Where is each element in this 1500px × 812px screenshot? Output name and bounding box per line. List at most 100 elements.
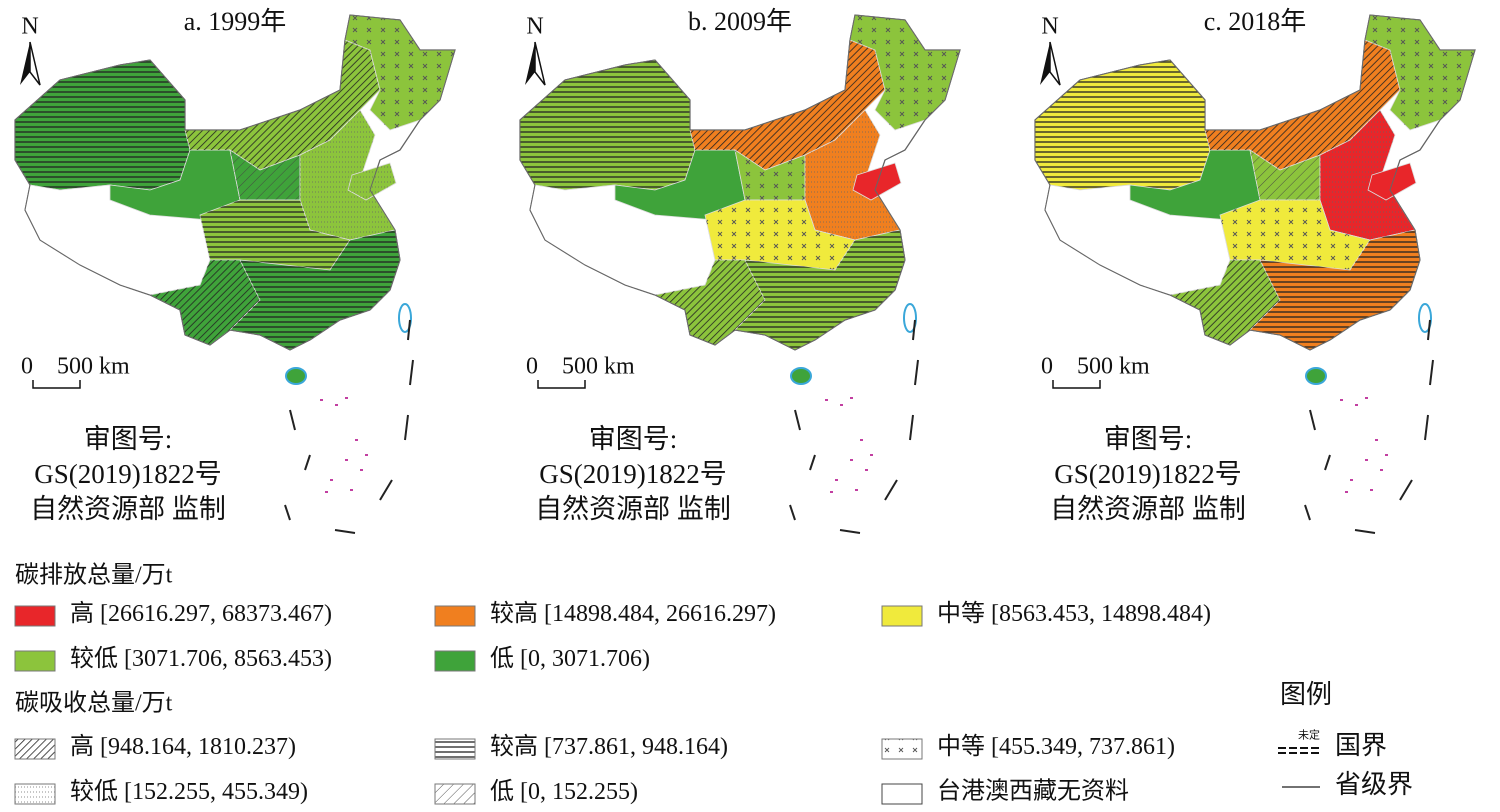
legend-range: [8563.453, 14898.484) [991, 601, 1211, 627]
province-hatch [230, 230, 400, 350]
province-hatch [735, 150, 805, 200]
south-sea-islands [825, 397, 873, 493]
approval-text: 审图号: [1104, 424, 1193, 454]
province-hatch [1320, 110, 1415, 240]
scale-zero: 0 [526, 354, 538, 380]
island-taiwan [1418, 303, 1432, 333]
legend-label: 低 [0, 3071.706) [490, 645, 650, 672]
country-border [519, 14, 961, 351]
legend-class: 较低 [70, 645, 118, 672]
province-hatch [805, 110, 900, 240]
legend-class: 中等 [937, 600, 985, 627]
province-hatch [1220, 200, 1370, 270]
legend-title: 碳排放总量/万t [15, 562, 173, 589]
legend-range: [0, 152.255) [520, 779, 638, 805]
province-hatch [348, 163, 396, 200]
legend-range: [455.349, 737.861) [991, 734, 1175, 760]
legend-class: 中等 [937, 733, 985, 760]
legend-range: [152.255, 455.349) [124, 779, 308, 805]
north-label: N [1041, 14, 1058, 40]
province-hatch [520, 60, 695, 190]
country-border [1034, 14, 1476, 351]
scale-bar [1052, 380, 1101, 389]
province-hatch [15, 60, 190, 190]
approval-text: 自然资源部 监制 [535, 494, 731, 524]
province-region [852, 162, 902, 201]
north-label: N [526, 14, 543, 40]
legend-range: [737.861, 948.164) [544, 734, 728, 760]
legend-swatch [434, 605, 476, 627]
legend-range: [14898.484, 26616.297) [544, 601, 776, 627]
legend-swatch [14, 783, 56, 805]
legend-label: 省级界 [1335, 770, 1413, 799]
legend-label: 较低 [152.255, 455.349) [70, 778, 308, 805]
legend-class: 较高 [490, 733, 538, 760]
legend-range: [26616.297, 68373.467) [100, 601, 332, 627]
panel-title: a. 1999年 [184, 7, 287, 36]
scale-zero: 0 [21, 354, 33, 380]
legend-class: 高 [70, 600, 94, 627]
legend-swatch [14, 650, 56, 672]
legend-swatch [881, 738, 923, 760]
national-border-symbol [1278, 747, 1320, 754]
province-hatch [150, 260, 260, 345]
legend-title: 图例 [1280, 680, 1332, 709]
legend-class: 较高 [490, 600, 538, 627]
legend-label: 较低 [3071.706, 8563.453) [70, 645, 332, 672]
province-hatch [1250, 230, 1420, 350]
panel-title: c. 2018年 [1204, 7, 1307, 36]
approval-text: GS(2019)1822号 [34, 459, 222, 489]
province-hatch [1035, 60, 1210, 190]
sea-boundary [1304, 319, 1434, 534]
province-hatch [200, 200, 350, 270]
island-taiwan [398, 303, 412, 333]
legend-label: 中等 [455.349, 737.861) [937, 733, 1175, 760]
legend-class: 高 [70, 733, 94, 760]
legend-swatch [434, 738, 476, 760]
south-sea-islands [1340, 397, 1388, 493]
scale-bar [32, 380, 81, 389]
legend-label: 台港澳西藏无资料 [937, 778, 1129, 805]
province-region [1367, 162, 1417, 201]
legend-class: 较低 [70, 778, 118, 805]
north-arrow [20, 42, 30, 85]
province-hatch [1250, 150, 1320, 200]
north-arrow-outline [29, 41, 41, 86]
province-hatch [655, 260, 765, 345]
province-hatch [1170, 260, 1280, 345]
legend-range: [3071.706, 8563.453) [124, 646, 332, 672]
legend-swatch [14, 738, 56, 760]
sea-boundary [789, 319, 919, 534]
scale-distance: 500 km [1077, 354, 1150, 380]
legend-swatch [881, 605, 923, 627]
legend-range: [948.164, 1810.237) [100, 734, 296, 760]
legend-label: 较高 [14898.484, 26616.297) [490, 600, 776, 627]
legend-swatch [434, 783, 476, 805]
approval-text: GS(2019)1822号 [1054, 459, 1242, 489]
legend-label: 国界 [1335, 731, 1387, 760]
legend-label: 较高 [737.861, 948.164) [490, 733, 728, 760]
approval-text: 审图号: [84, 424, 173, 454]
island-hainan [1305, 367, 1327, 385]
legend-title: 碳吸收总量/万t [15, 690, 173, 717]
scale-bar [537, 380, 586, 389]
country-border [14, 14, 456, 351]
legend-class: 低 [490, 778, 514, 805]
north-label: N [21, 14, 38, 40]
legend-range: [0, 3071.706) [520, 646, 650, 672]
island-hainan [285, 367, 307, 385]
legend-class: 低 [490, 645, 514, 672]
province-hatch [735, 230, 905, 350]
legend-label: 高 [948.164, 1810.237) [70, 733, 296, 760]
province-hatch [850, 15, 960, 130]
legend-label: 高 [26616.297, 68373.467) [70, 600, 332, 627]
province-hatch [345, 15, 455, 130]
panel-title: b. 2009年 [688, 7, 792, 36]
province-hatch [1365, 15, 1475, 130]
province-hatch [185, 40, 380, 170]
province-hatch [1205, 40, 1400, 170]
legend-swatch [881, 783, 923, 805]
legend-swatch [434, 650, 476, 672]
